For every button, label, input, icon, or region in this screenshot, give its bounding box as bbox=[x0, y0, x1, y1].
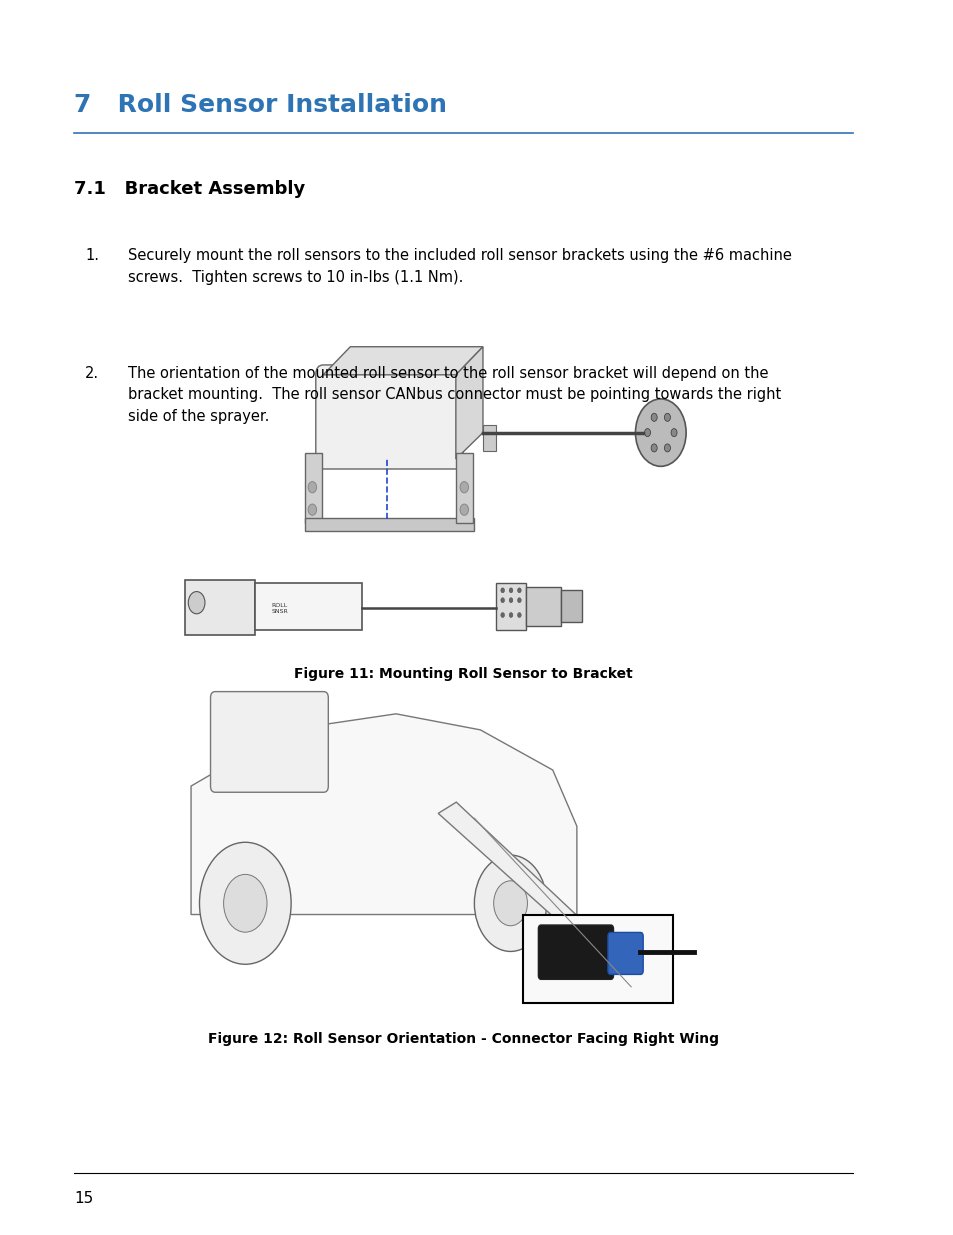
FancyBboxPatch shape bbox=[185, 580, 254, 635]
Text: 15: 15 bbox=[74, 1191, 93, 1205]
Circle shape bbox=[670, 429, 677, 437]
FancyBboxPatch shape bbox=[607, 932, 642, 974]
Text: The orientation of the mounted roll sensor to the roll sensor bracket will depen: The orientation of the mounted roll sens… bbox=[128, 366, 781, 424]
Text: 1.: 1. bbox=[85, 248, 99, 263]
Circle shape bbox=[509, 613, 513, 618]
FancyBboxPatch shape bbox=[315, 366, 463, 469]
Polygon shape bbox=[191, 714, 577, 914]
FancyBboxPatch shape bbox=[211, 692, 328, 793]
Circle shape bbox=[517, 598, 520, 603]
Text: ROLL
SNSR: ROLL SNSR bbox=[272, 604, 288, 614]
Polygon shape bbox=[456, 347, 482, 459]
Circle shape bbox=[188, 592, 205, 614]
Polygon shape bbox=[437, 803, 660, 1003]
Circle shape bbox=[644, 429, 650, 437]
FancyBboxPatch shape bbox=[537, 925, 613, 979]
Circle shape bbox=[308, 482, 316, 493]
Circle shape bbox=[500, 613, 504, 618]
Circle shape bbox=[517, 588, 520, 593]
FancyBboxPatch shape bbox=[525, 587, 560, 626]
Text: Figure 12: Roll Sensor Orientation - Connector Facing Right Wing: Figure 12: Roll Sensor Orientation - Con… bbox=[208, 1031, 719, 1046]
Circle shape bbox=[493, 881, 527, 926]
FancyBboxPatch shape bbox=[254, 583, 361, 630]
Polygon shape bbox=[323, 347, 482, 375]
Circle shape bbox=[509, 598, 513, 603]
Circle shape bbox=[199, 842, 291, 965]
Circle shape bbox=[663, 414, 670, 421]
Text: 2.: 2. bbox=[85, 366, 99, 380]
FancyBboxPatch shape bbox=[456, 453, 473, 524]
FancyBboxPatch shape bbox=[305, 517, 474, 531]
Circle shape bbox=[500, 598, 504, 603]
Circle shape bbox=[474, 855, 546, 951]
Text: Figure 11: Mounting Roll Sensor to Bracket: Figure 11: Mounting Roll Sensor to Brack… bbox=[294, 667, 633, 680]
Circle shape bbox=[651, 414, 657, 421]
Circle shape bbox=[651, 443, 657, 452]
FancyBboxPatch shape bbox=[305, 453, 322, 524]
Circle shape bbox=[517, 613, 520, 618]
FancyBboxPatch shape bbox=[496, 583, 525, 630]
Circle shape bbox=[500, 588, 504, 593]
Circle shape bbox=[509, 588, 513, 593]
Text: 7   Roll Sensor Installation: 7 Roll Sensor Installation bbox=[74, 94, 447, 117]
FancyBboxPatch shape bbox=[482, 425, 496, 451]
Circle shape bbox=[308, 504, 316, 515]
Text: 7.1   Bracket Assembly: 7.1 Bracket Assembly bbox=[74, 180, 305, 199]
Circle shape bbox=[459, 504, 468, 515]
Circle shape bbox=[459, 482, 468, 493]
FancyBboxPatch shape bbox=[560, 590, 581, 622]
Circle shape bbox=[635, 399, 685, 467]
Text: Securely mount the roll sensors to the included roll sensor brackets using the #: Securely mount the roll sensors to the i… bbox=[128, 248, 791, 285]
Circle shape bbox=[663, 443, 670, 452]
FancyBboxPatch shape bbox=[522, 914, 673, 1003]
Circle shape bbox=[223, 874, 267, 932]
